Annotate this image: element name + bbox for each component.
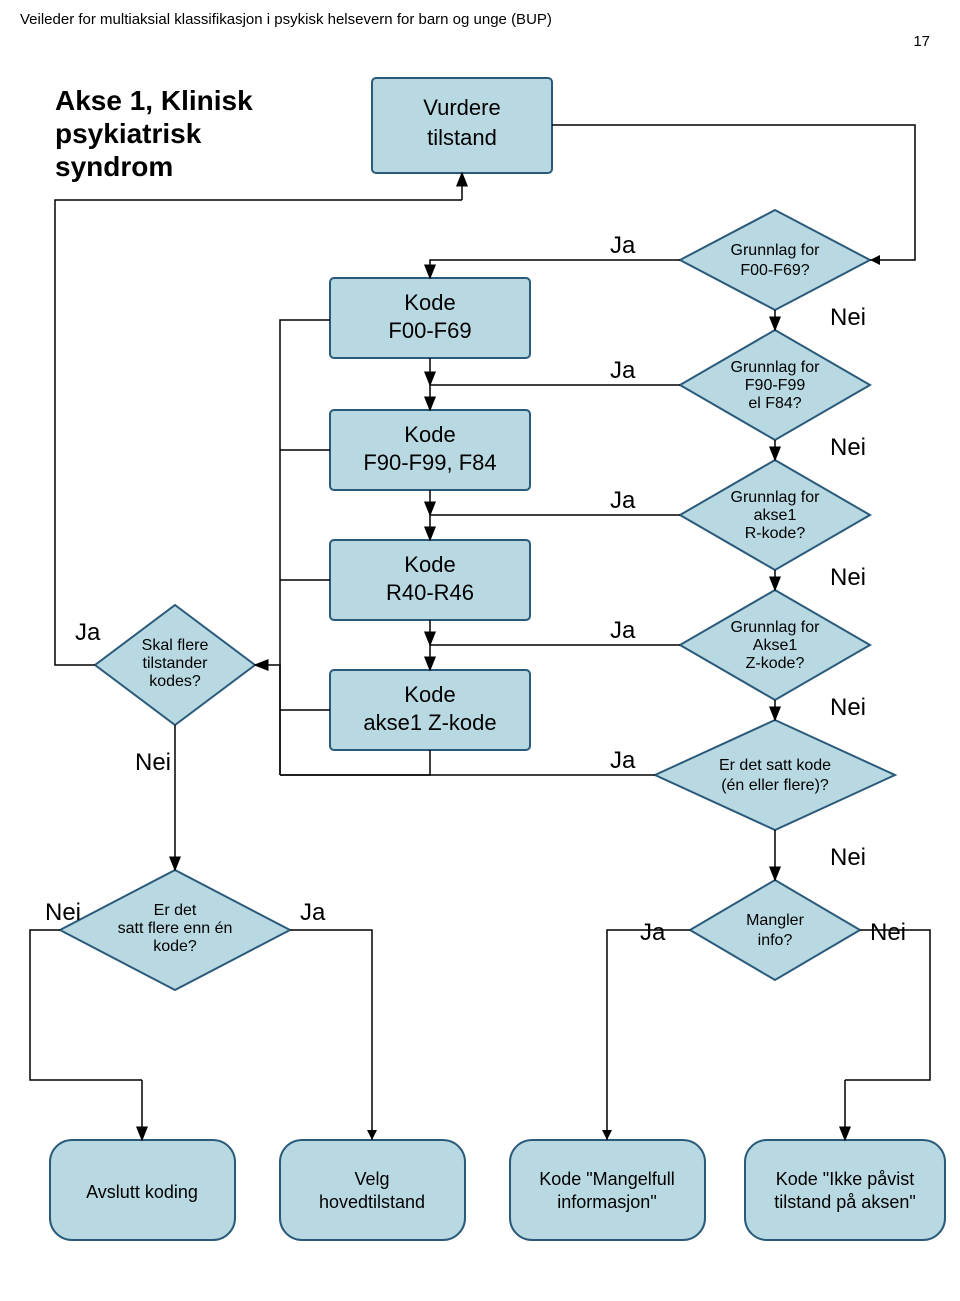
d4-l2: Akse1 bbox=[753, 637, 798, 654]
nei-dinfo: Nei bbox=[870, 919, 906, 946]
ja-dinfo: Ja bbox=[640, 919, 666, 946]
d3-l2: akse1 bbox=[754, 507, 797, 524]
ja-dleft: Ja bbox=[75, 619, 101, 646]
d5-l2: (én eller flere)? bbox=[721, 777, 829, 794]
f1: Avslutt koding bbox=[86, 1182, 198, 1202]
cb4-l2: akse1 Z-kode bbox=[363, 710, 496, 735]
chart-title-l3: syndrom bbox=[55, 151, 173, 182]
f3-l2: informasjon" bbox=[557, 1192, 656, 1212]
decision-d1 bbox=[680, 210, 870, 310]
d4-l3: Z-kode? bbox=[746, 655, 805, 672]
chart-title-l2: psykiatrisk bbox=[55, 118, 202, 149]
d4-l1: Grunnlag for bbox=[731, 619, 821, 636]
dinfo-l2: info? bbox=[758, 932, 793, 949]
dleft-l1: Skal flere bbox=[142, 637, 209, 654]
ja-d1: Ja bbox=[610, 232, 636, 259]
d2-l1: Grunnlag for bbox=[731, 359, 821, 376]
ja-d2: Ja bbox=[610, 357, 636, 384]
dinfo-l1: Mangler bbox=[746, 912, 804, 929]
d2-l2: F90-F99 bbox=[745, 377, 806, 394]
dbleft-l1: Er det bbox=[154, 902, 197, 919]
cb3-l1: Kode bbox=[404, 552, 455, 577]
nei-2: Nei bbox=[830, 434, 866, 461]
decision-d5 bbox=[655, 720, 895, 830]
start-l2: tilstand bbox=[427, 125, 497, 150]
cb3-l2: R40-R46 bbox=[386, 580, 474, 605]
d3-l1: Grunnlag for bbox=[731, 489, 821, 506]
footer-box-4 bbox=[745, 1140, 945, 1240]
nei-dleft: Nei bbox=[135, 749, 171, 776]
d2-l3: el F84? bbox=[748, 395, 801, 412]
f3-l1: Kode "Mangelfull bbox=[539, 1169, 674, 1189]
d5-l1: Er det satt kode bbox=[719, 757, 831, 774]
footer-box-2 bbox=[280, 1140, 465, 1240]
flowchart: Veileder for multiaksial klassifikasjon … bbox=[0, 0, 960, 1301]
chart-title-l1: Akse 1, Klinisk bbox=[55, 85, 253, 116]
d1-l1: Grunnlag for bbox=[731, 242, 821, 259]
decision-info bbox=[690, 880, 860, 980]
d3-l3: R-kode? bbox=[745, 525, 806, 542]
ja-dbleft: Ja bbox=[300, 899, 326, 926]
cb1-l1: Kode bbox=[404, 290, 455, 315]
cb2-l1: Kode bbox=[404, 422, 455, 447]
page-header: Veileder for multiaksial klassifikasjon … bbox=[20, 11, 552, 28]
f2-l2: hovedtilstand bbox=[319, 1192, 425, 1212]
page-number: 17 bbox=[913, 33, 930, 50]
nei-dbleft: Nei bbox=[45, 899, 81, 926]
cb4-l1: Kode bbox=[404, 682, 455, 707]
dleft-l3: kodes? bbox=[149, 673, 201, 690]
f4-l2: tilstand på aksen" bbox=[774, 1192, 915, 1212]
f4-l1: Kode "Ikke påvist bbox=[776, 1169, 914, 1189]
cb1-l2: F00-F69 bbox=[388, 318, 471, 343]
cb2-l2: F90-F99, F84 bbox=[363, 450, 496, 475]
footer-box-3 bbox=[510, 1140, 705, 1240]
dbleft-l3: kode? bbox=[153, 938, 197, 955]
nei-4: Nei bbox=[830, 694, 866, 721]
ja-d5: Ja bbox=[610, 747, 636, 774]
ja-d4: Ja bbox=[610, 617, 636, 644]
d1-l2: F00-F69? bbox=[740, 262, 809, 279]
dleft-l2: tilstander bbox=[143, 655, 209, 672]
ja-d3: Ja bbox=[610, 487, 636, 514]
f2-l1: Velg bbox=[354, 1169, 389, 1189]
nei-5: Nei bbox=[830, 844, 866, 871]
nei-3: Nei bbox=[830, 564, 866, 591]
start-l1: Vurdere bbox=[423, 95, 500, 120]
nei-1: Nei bbox=[830, 304, 866, 331]
dbleft-l2: satt flere enn én bbox=[118, 920, 233, 937]
